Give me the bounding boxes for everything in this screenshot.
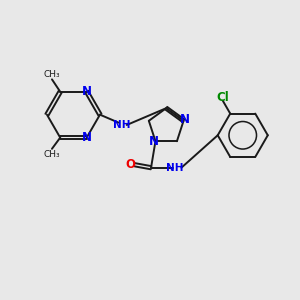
Text: N: N — [82, 131, 92, 144]
Text: N: N — [149, 135, 159, 148]
Text: N: N — [82, 85, 92, 98]
Text: NH: NH — [113, 120, 131, 130]
Text: N: N — [180, 113, 190, 126]
Text: O: O — [126, 158, 136, 171]
Text: Cl: Cl — [217, 91, 229, 104]
Text: CH₃: CH₃ — [44, 150, 60, 159]
Text: NH: NH — [166, 163, 183, 173]
Text: CH₃: CH₃ — [44, 70, 60, 79]
